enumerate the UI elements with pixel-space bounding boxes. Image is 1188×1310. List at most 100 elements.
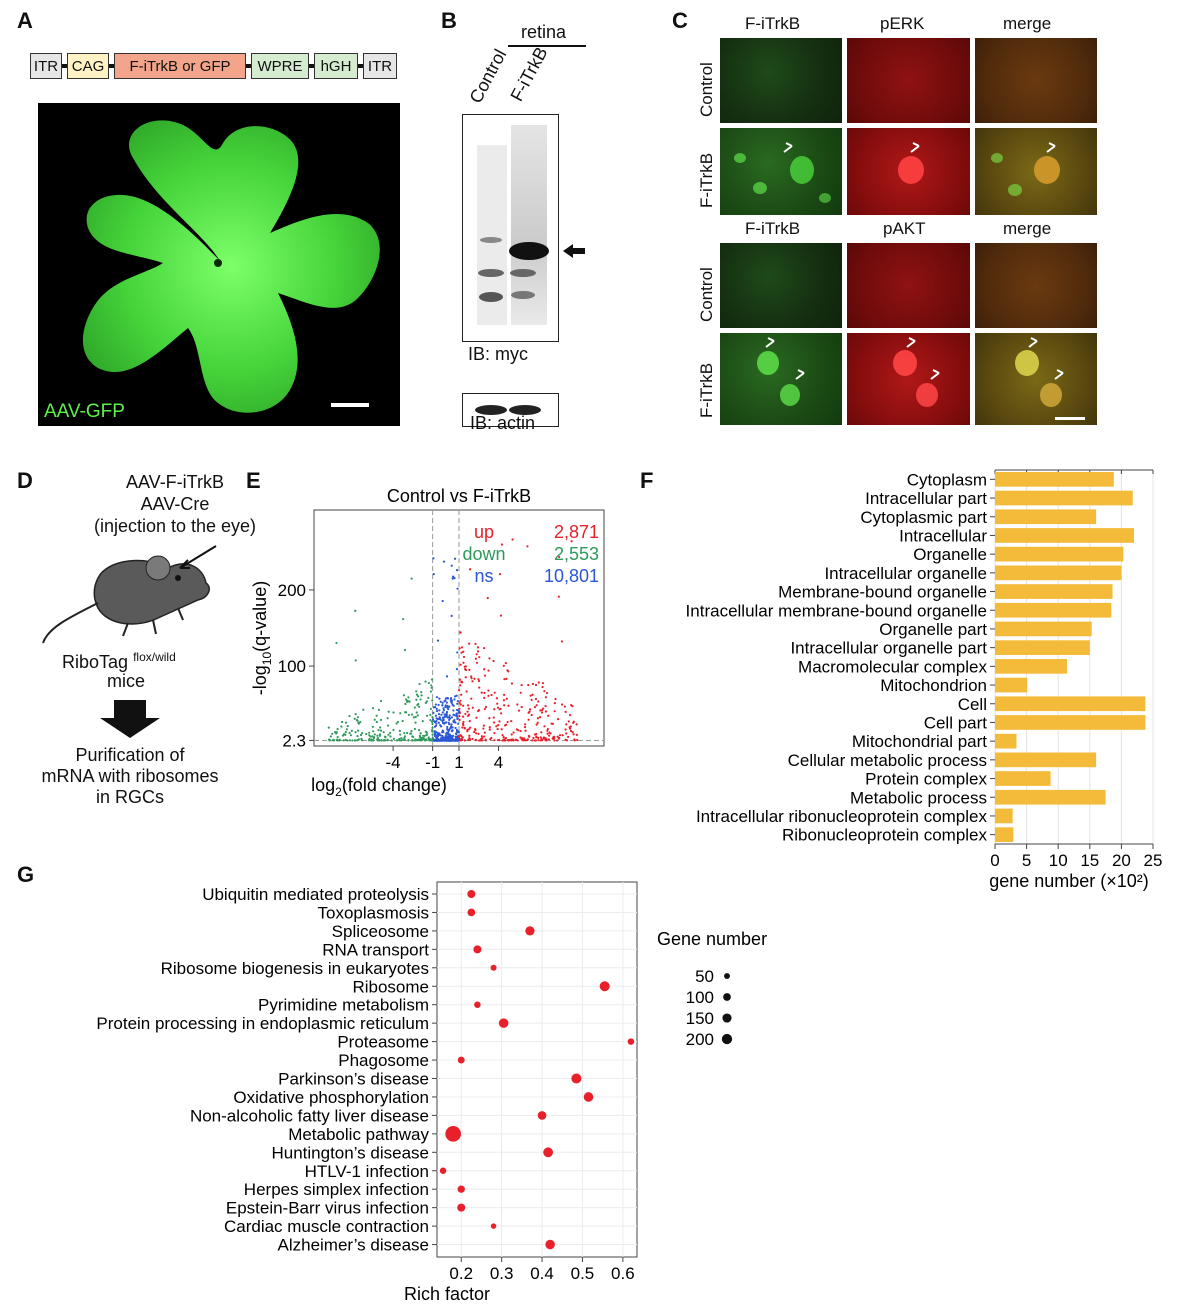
volcano-point	[417, 705, 421, 708]
volcano-point	[453, 698, 456, 701]
construct-link	[109, 64, 114, 68]
kegg-legend-label-0: 50	[695, 967, 714, 986]
volcano-point	[526, 545, 529, 548]
volcano-point	[517, 709, 521, 712]
volcano-point	[439, 734, 442, 737]
volcano-point	[440, 713, 443, 716]
kegg-point-2	[525, 926, 535, 936]
volcano-point	[535, 723, 538, 726]
volcano-point	[489, 738, 492, 741]
volcano-point	[435, 696, 439, 699]
volcano-point	[463, 739, 466, 742]
volcano-point	[526, 738, 529, 741]
volcano-point	[483, 646, 486, 650]
c-control-merge-erk	[975, 38, 1097, 123]
c-control-pakt	[847, 243, 970, 328]
volcano-point	[416, 714, 419, 717]
volcano-point	[474, 657, 477, 660]
c-row-control-1: Control	[697, 62, 716, 117]
volcano-point	[415, 698, 418, 701]
volcano-point	[480, 691, 483, 694]
volcano-point	[496, 739, 500, 742]
volcano-x-tick-label-2: 1	[454, 753, 463, 772]
volcano-point	[404, 702, 407, 706]
volcano-point	[511, 538, 514, 541]
volcano-point	[520, 706, 523, 709]
volcano-point	[464, 665, 467, 668]
d-mouse-line2: mice	[107, 671, 146, 691]
volcano-point	[354, 731, 357, 734]
volcano-point	[575, 733, 578, 736]
volcano-point	[376, 734, 379, 737]
volcano-point	[456, 702, 459, 705]
volcano-point	[476, 650, 480, 653]
volcano-point	[493, 739, 496, 742]
volcano-point	[460, 738, 463, 741]
volcano-point	[431, 739, 434, 742]
go-bar-10	[995, 659, 1068, 674]
volcano-point	[452, 713, 455, 716]
volcano-point	[450, 564, 453, 567]
c-itrkb-merge-erk	[975, 128, 1097, 215]
volcano-point	[530, 698, 533, 702]
volcano-point	[402, 738, 405, 741]
volcano-point	[499, 614, 503, 617]
kegg-point-5	[599, 981, 610, 992]
kegg-point-6	[474, 1001, 481, 1008]
volcano-point	[461, 726, 464, 729]
go-x-tick-label-0: 0	[990, 851, 999, 870]
volcano-point	[441, 599, 444, 603]
volcano-point	[336, 728, 339, 731]
volcano-point	[328, 739, 331, 742]
volcano-point	[395, 722, 398, 725]
volcano-point	[346, 739, 349, 742]
volcano-point	[502, 736, 505, 739]
volcano-point	[510, 733, 513, 736]
volcano-point	[462, 715, 465, 718]
kegg-x-tick-label-4: 0.6	[611, 1264, 635, 1283]
volcano-point	[564, 710, 567, 713]
aav-construct-diagram: ITR CAG F-iTrkB or GFP WPRE hGH ITR	[30, 53, 410, 81]
volcano-point	[425, 714, 429, 717]
volcano-point	[418, 734, 421, 737]
volcano-point	[459, 663, 462, 666]
volcano-y-label-rest: (q-value)	[250, 581, 270, 652]
volcano-point	[408, 700, 411, 703]
volcano-point	[432, 711, 435, 714]
go-category-label-12: Cell	[958, 695, 987, 714]
volcano-point	[435, 722, 438, 725]
d-down-arrow	[100, 700, 160, 738]
volcano-point	[519, 736, 522, 739]
volcano-x-label: log2(fold change)	[311, 775, 447, 799]
volcano-point	[504, 737, 508, 740]
volcano-point	[546, 732, 549, 735]
volcano-point	[462, 720, 465, 724]
volcano-point	[523, 737, 526, 740]
volcano-point	[430, 684, 433, 687]
volcano-point	[502, 699, 506, 702]
go-bar-11	[995, 677, 1028, 693]
volcano-point	[467, 707, 470, 710]
go-bar-3	[995, 528, 1135, 543]
volcano-point	[410, 729, 413, 733]
volcano-point	[430, 720, 433, 723]
volcano-point	[499, 712, 503, 715]
go-category-label-16: Protein complex	[865, 770, 987, 789]
volcano-point	[570, 540, 573, 543]
volcano-point	[492, 716, 495, 719]
kegg-category-label-12: Non-alcoholic fatty liver disease	[190, 1106, 429, 1125]
volcano-point	[495, 697, 499, 700]
volcano-point	[531, 693, 534, 696]
volcano-point	[498, 708, 501, 711]
volcano-point	[495, 725, 498, 728]
kegg-category-label-3: RNA transport	[322, 940, 429, 959]
volcano-point	[543, 725, 546, 728]
kegg-point-0	[467, 889, 476, 899]
volcano-point	[439, 718, 442, 721]
volcano-point	[403, 735, 407, 738]
volcano-point	[403, 648, 407, 652]
volcano-point	[510, 682, 514, 685]
volcano-point	[523, 726, 527, 729]
volcano-point	[351, 739, 354, 742]
volcano-point	[449, 698, 452, 702]
